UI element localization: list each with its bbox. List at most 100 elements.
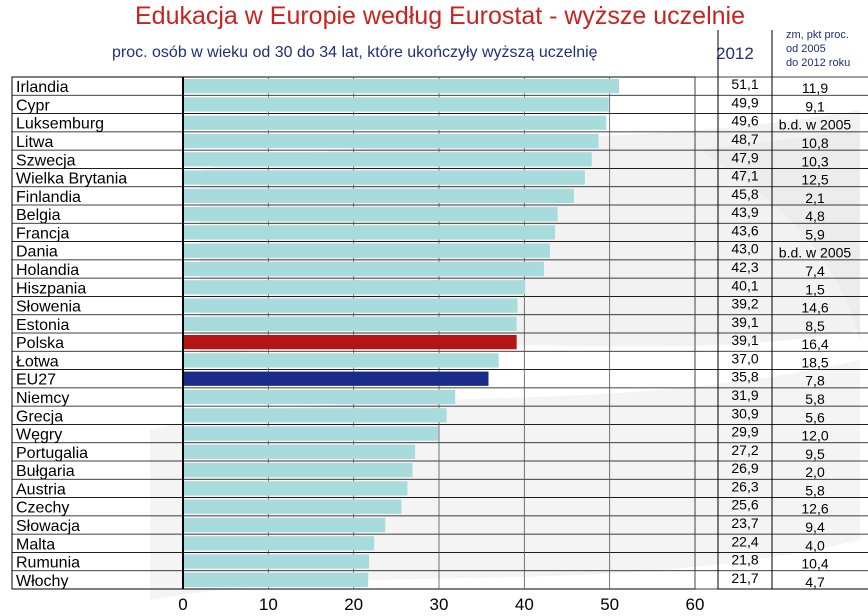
change-label: 8,5 bbox=[805, 318, 825, 334]
category-label: EU27 bbox=[16, 372, 56, 389]
change-label: 11,9 bbox=[802, 80, 828, 96]
value-label: 31,9 bbox=[731, 387, 758, 403]
change-header-line-3: do 2012 roku bbox=[786, 57, 851, 69]
category-label: Dania bbox=[16, 244, 58, 261]
category-label: Hiszpania bbox=[16, 280, 86, 297]
change-label: 1,5 bbox=[805, 281, 825, 297]
category-label: Luksemburg bbox=[16, 116, 104, 133]
bar bbox=[184, 481, 408, 496]
bar bbox=[184, 408, 447, 423]
value-label: 22,4 bbox=[731, 533, 758, 549]
chart-title: Edukacja w Europie według Eurostat - wyż… bbox=[134, 2, 746, 30]
change-label: b.d. w 2005 bbox=[779, 245, 852, 261]
change-label: b.d. w 2005 bbox=[779, 117, 852, 133]
change-label: 14,6 bbox=[801, 300, 828, 316]
change-label: 5,8 bbox=[805, 482, 825, 498]
category-label: Estonia bbox=[16, 317, 69, 334]
bar bbox=[184, 97, 609, 112]
bar bbox=[184, 536, 375, 551]
value-label: 47,1 bbox=[731, 168, 758, 184]
change-label: 12,5 bbox=[801, 172, 828, 188]
value-label: 45,8 bbox=[731, 186, 758, 202]
category-label: Holandia bbox=[16, 262, 79, 279]
change-label: 4,8 bbox=[805, 208, 825, 224]
value-label: 43,6 bbox=[731, 222, 758, 238]
bar bbox=[184, 79, 620, 94]
bar bbox=[184, 444, 416, 459]
category-label: Francja bbox=[16, 225, 69, 242]
value-label: 43,9 bbox=[731, 204, 758, 220]
change-label: 5,9 bbox=[805, 226, 825, 242]
category-label: Belgia bbox=[16, 207, 61, 224]
value-label: 42,3 bbox=[731, 259, 758, 275]
x-tick-label: 60 bbox=[686, 595, 705, 614]
bar bbox=[184, 207, 558, 222]
change-label: 18,5 bbox=[801, 354, 828, 370]
category-label: Irlandia bbox=[16, 79, 69, 96]
bar bbox=[184, 389, 456, 405]
bar bbox=[184, 499, 402, 514]
value-label: 39,1 bbox=[731, 332, 758, 348]
change-label: 2,0 bbox=[805, 464, 825, 480]
bar bbox=[184, 133, 599, 149]
value-label: 40,1 bbox=[731, 277, 758, 293]
value-label: 30,9 bbox=[731, 405, 758, 421]
category-label: Polska bbox=[16, 335, 64, 352]
category-label: Malta bbox=[16, 536, 55, 553]
change-label: 4,0 bbox=[805, 537, 825, 553]
category-label: Szwecja bbox=[16, 152, 76, 169]
change-label: 2,1 bbox=[805, 190, 825, 206]
change-label: 16,4 bbox=[801, 336, 828, 352]
x-tick-label: 0 bbox=[178, 595, 187, 614]
change-header-line-1: zm, pkt proc. bbox=[786, 29, 849, 41]
value-label: 37,0 bbox=[731, 350, 758, 366]
chart-subtitle: proc. osób w wieku od 30 do 34 lat, któr… bbox=[112, 44, 598, 61]
change-column-header: zm, pkt proc. od 2005 do 2012 roku bbox=[786, 28, 850, 70]
value-label: 39,1 bbox=[731, 314, 758, 330]
value-label: 26,3 bbox=[731, 478, 758, 494]
category-label: Finlandia bbox=[16, 189, 81, 206]
bar bbox=[184, 261, 544, 277]
bar bbox=[184, 152, 592, 167]
bar bbox=[184, 170, 585, 185]
category-label: Niemcy bbox=[16, 390, 69, 407]
bar bbox=[184, 115, 607, 130]
x-tick-label: 10 bbox=[259, 595, 278, 614]
value-label: 51,1 bbox=[731, 76, 758, 92]
category-label: Węgry bbox=[16, 427, 62, 444]
year-column-header: 2012 bbox=[716, 44, 754, 63]
category-label: Słowacja bbox=[16, 518, 80, 535]
category-label: Rumunia bbox=[16, 555, 80, 572]
bar bbox=[184, 280, 526, 295]
category-label: Cypr bbox=[16, 97, 50, 114]
change-label: 9,5 bbox=[805, 446, 825, 462]
category-label: Grecja bbox=[16, 408, 63, 425]
category-label: Czechy bbox=[16, 500, 69, 517]
bar bbox=[184, 225, 556, 240]
bar bbox=[184, 572, 369, 587]
value-label: 21,8 bbox=[731, 552, 758, 568]
bar-reference bbox=[184, 371, 489, 386]
value-label: 29,9 bbox=[731, 424, 758, 440]
category-label: Portugalia bbox=[16, 445, 88, 462]
value-label: 21,7 bbox=[731, 570, 758, 586]
x-tick-label: 20 bbox=[344, 595, 363, 614]
change-label: 10,8 bbox=[801, 135, 828, 151]
value-label: 49,6 bbox=[731, 113, 758, 129]
value-label: 39,2 bbox=[731, 296, 758, 312]
change-label: 7,4 bbox=[805, 263, 825, 279]
value-label: 47,9 bbox=[731, 149, 758, 165]
value-label: 27,2 bbox=[731, 442, 758, 458]
bar bbox=[184, 517, 386, 533]
bar bbox=[184, 243, 550, 258]
bar bbox=[184, 554, 370, 569]
change-header-line-2: od 2005 bbox=[786, 43, 826, 55]
change-label: 4,7 bbox=[805, 574, 825, 590]
value-label: 43,0 bbox=[731, 241, 758, 257]
bar bbox=[184, 463, 413, 478]
bar bbox=[184, 353, 499, 368]
bar bbox=[184, 188, 574, 203]
category-label: Wielka Brytania bbox=[16, 171, 127, 188]
category-label: Austria bbox=[16, 481, 66, 498]
